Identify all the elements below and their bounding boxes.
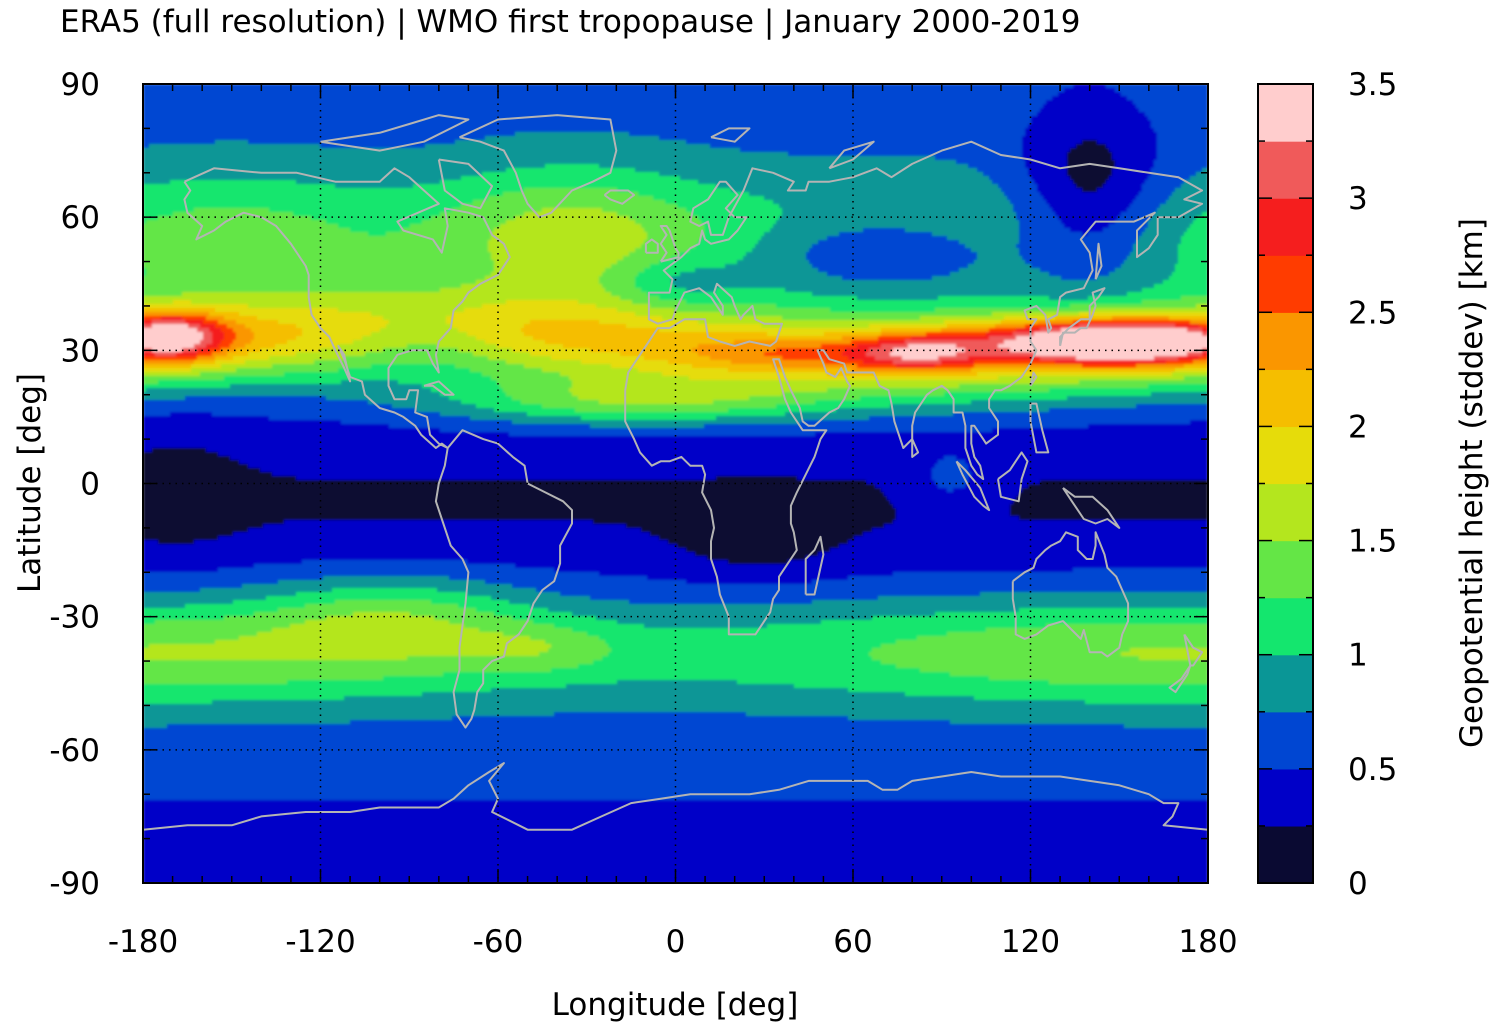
- colorbar-tick-label: 2.5: [1348, 295, 1397, 331]
- coastline-south-america: [434, 429, 573, 729]
- coastline-new-zealand: [1183, 633, 1204, 667]
- colorbar-swatch-10: [1258, 255, 1313, 313]
- y-tick-label: -60: [49, 733, 100, 769]
- coastline-cuba: [423, 380, 455, 396]
- x-tick-label: 0: [666, 924, 686, 960]
- colorbar-swatch-12: [1258, 141, 1313, 199]
- x-tick-labels: -180 -120 -60 0 60 120 180: [108, 924, 1238, 960]
- coastline-arctic-islands: [320, 114, 470, 152]
- y-tick-label: 30: [61, 333, 100, 369]
- contour-band-0: [143, 140, 1208, 564]
- colorbar-tick-label: 0.5: [1348, 752, 1397, 788]
- coastline-svalbard: [710, 127, 751, 143]
- colorbar-swatch-3: [1258, 654, 1313, 713]
- colorbar-tick-label: 0: [1348, 866, 1368, 902]
- contour-field: [143, 84, 1208, 883]
- x-tick-label: 60: [833, 924, 872, 960]
- colorbar-swatch-11: [1258, 198, 1313, 256]
- contour-band-4: [143, 164, 1208, 704]
- contour-band-3: [143, 132, 1208, 728]
- coastline-antarctica: [143, 762, 1208, 831]
- colorbar-swatch-4: [1258, 597, 1313, 656]
- map-plot-area: [143, 84, 1208, 883]
- colorbar-swatch-9: [1258, 312, 1313, 370]
- colorbar-swatch-8: [1258, 369, 1313, 428]
- coastline-taiwan: [1029, 371, 1038, 387]
- axis-ticks: [142, 83, 1209, 884]
- colorbar-tick-label: 1: [1348, 638, 1368, 674]
- y-tick-label: -90: [49, 866, 100, 902]
- coastline-british-isles: [659, 225, 680, 263]
- colorbar-swatch-1: [1258, 768, 1313, 827]
- y-tick-label: 60: [61, 200, 100, 236]
- coastline-australia: [1011, 531, 1130, 658]
- coastline-ireland: [644, 238, 659, 254]
- contour-band-6: [143, 208, 1208, 660]
- coastline-japan: [1059, 287, 1106, 347]
- contour-band-5: [143, 188, 1208, 684]
- colorbar-label: Geopotential height (stddev) [km]: [1454, 218, 1490, 748]
- colorbar-tick-label: 3.5: [1348, 67, 1397, 103]
- y-tick-label: 0: [80, 467, 100, 503]
- chart-title: ERA5 (full resolution) | WMO first tropo…: [60, 4, 1081, 40]
- y-axis-label: Latitude [deg]: [12, 373, 48, 593]
- contour-band-12: [143, 320, 1208, 364]
- y-tick-label: 90: [61, 67, 100, 103]
- x-tick-label: 180: [1178, 924, 1237, 960]
- y-tick-labels: 90 60 30 0 -30 -60 -90: [49, 67, 100, 902]
- colorbar-tick-label: 2: [1348, 409, 1368, 445]
- coastline-north-america: [183, 167, 511, 449]
- x-tick-label: 120: [1001, 924, 1060, 960]
- coastline-greenland: [459, 114, 618, 219]
- coastline-africa-eurasia: [624, 140, 1204, 636]
- coastline-iceland: [603, 189, 636, 205]
- contour-band-8: [143, 308, 1208, 376]
- colorbar-swatch-7: [1258, 426, 1313, 485]
- coastline-philippines: [1029, 402, 1050, 454]
- contour-band-13: [143, 324, 1208, 360]
- coastline-baffin: [437, 158, 494, 210]
- colorbar-ticks: [1258, 83, 1313, 884]
- contour-band-10: [143, 316, 1208, 368]
- colorbar-tick-label: 3: [1348, 181, 1368, 217]
- coastline-borneo: [997, 451, 1029, 503]
- x-tick-label: -180: [108, 924, 178, 960]
- colorbar-tick-labels: 0 0.5 1 1.5 2 2.5 3 3.5: [1348, 67, 1397, 902]
- coastline-sakhalin: [1094, 242, 1103, 280]
- colorbar-swatch-13: [1258, 84, 1313, 142]
- x-tick-label: -60: [473, 924, 524, 960]
- coastline-madagascar: [804, 535, 825, 596]
- contour-band-11: [143, 316, 1208, 368]
- colorbar: [1257, 83, 1314, 884]
- coastline-new-guinea: [1062, 487, 1121, 529]
- colorbar-swatch-6: [1258, 483, 1313, 542]
- y-tick-label: -30: [49, 600, 100, 636]
- coastline-novaya-zemlya: [828, 140, 875, 170]
- colorbar-tick-label: 1.5: [1348, 524, 1397, 560]
- colorbar-swatch-5: [1258, 540, 1313, 599]
- coastline-sumatra: [955, 460, 991, 512]
- x-tick-label: -120: [285, 924, 355, 960]
- x-axis-label: Longitude [deg]: [552, 987, 799, 1023]
- colorbar-swatch-2: [1258, 711, 1313, 770]
- coastline-sri-lanka: [911, 438, 920, 458]
- coastline-new-zealand-south: [1168, 664, 1192, 694]
- colorbar-swatch-0: [1258, 825, 1313, 884]
- contour-band-2: [143, 84, 1208, 800]
- coastlines: [143, 114, 1208, 831]
